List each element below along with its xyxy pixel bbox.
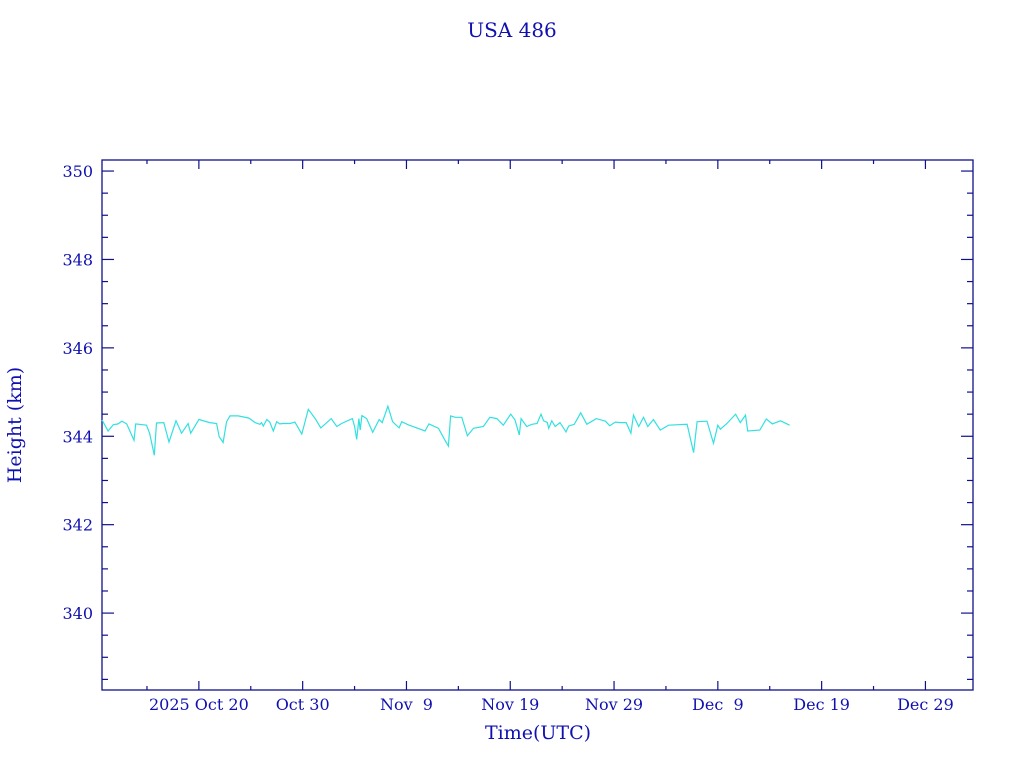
x-tick-label: Oct 30 xyxy=(276,695,330,714)
plot-frame xyxy=(101,159,974,691)
x-tick-labels: 2025 Oct 20 Oct 30 Nov 9 Nov 19 Nov 29 Dec 9 D… xyxy=(149,695,954,714)
x-tick-label: Nov 19 xyxy=(481,695,539,714)
y-tick-label: 344 xyxy=(62,427,93,446)
y-tick-label: 348 xyxy=(62,250,93,269)
x-tick-label: Nov 9 xyxy=(380,695,433,714)
axis-ticks xyxy=(102,160,973,690)
y-axis-label: Height (km) xyxy=(4,367,26,483)
y-tick-label: 350 xyxy=(62,162,93,181)
x-tick-label: Dec 19 xyxy=(793,695,850,714)
x-axis-label: Time(UTC) xyxy=(485,722,591,744)
series-line xyxy=(101,404,790,456)
y-tick-labels: 340 342 344 346 348 350 xyxy=(62,162,93,623)
x-tick-label: 2025 Oct 20 xyxy=(149,695,249,714)
y-tick-label: 346 xyxy=(62,339,93,358)
x-tick-label: Dec 9 xyxy=(692,695,744,714)
chart-title: USA 486 xyxy=(467,18,557,42)
y-tick-label: 342 xyxy=(62,516,93,535)
y-tick-label: 340 xyxy=(62,604,93,623)
x-tick-label: Nov 29 xyxy=(585,695,643,714)
x-tick-label: Dec 29 xyxy=(897,695,954,714)
